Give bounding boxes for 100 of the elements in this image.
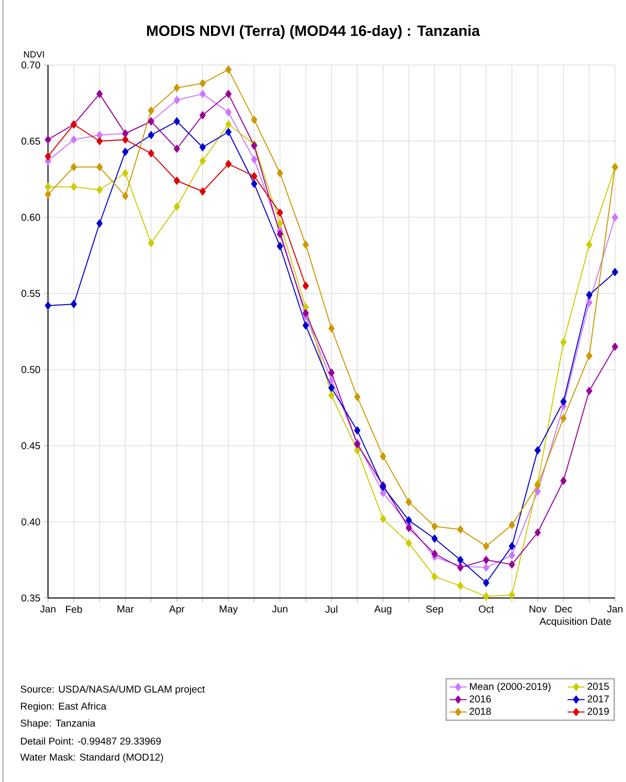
point (328, 384, 335, 392)
point (200, 90, 206, 98)
text: Region: East Africa (21, 702, 106, 712)
point (534, 487, 541, 496)
point (508, 551, 516, 560)
point (406, 539, 412, 548)
point (431, 572, 438, 581)
point (560, 414, 567, 422)
point (174, 84, 180, 92)
point (96, 186, 103, 194)
point (251, 172, 258, 180)
source-note: Source: USDA/NASA/UMD GLAM project (20, 685, 205, 695)
point (44, 190, 52, 198)
point (174, 202, 180, 211)
point (431, 550, 438, 558)
legend-label: 2019 (588, 708, 609, 715)
point (302, 309, 309, 318)
point (560, 476, 567, 485)
point (96, 219, 103, 228)
point (406, 524, 412, 532)
point (148, 239, 154, 248)
point (586, 240, 592, 249)
point (200, 143, 206, 152)
point (122, 136, 128, 144)
point (586, 290, 592, 299)
point (508, 520, 516, 529)
point (483, 578, 490, 587)
point (534, 446, 541, 454)
x-tick-label: Jun (272, 606, 288, 612)
y-tick-label: 0.50 (21, 366, 40, 374)
x-tick-label: Mar (118, 606, 134, 612)
x-tick-label: Jul (325, 606, 338, 613)
point (457, 525, 464, 534)
legend-label: 2017 (588, 695, 609, 702)
point (200, 187, 206, 196)
y-axis-title: NDVI (24, 51, 44, 58)
point (586, 386, 592, 395)
legend-label: 2016 (470, 695, 491, 702)
point (302, 282, 309, 290)
legend-label: 2015 (588, 682, 609, 690)
point (122, 169, 128, 178)
point (276, 230, 284, 238)
point (406, 516, 412, 524)
point (44, 136, 52, 144)
point (96, 90, 103, 98)
point (560, 398, 567, 406)
chart-title: MODIS NDVI (Terra) (MOD44 16-day) : Tanzania (147, 25, 480, 39)
point (225, 160, 232, 168)
point (354, 426, 360, 434)
point (276, 169, 284, 178)
point (44, 302, 52, 310)
x-tick-label: Dec (555, 606, 572, 612)
x-axis-title: Acquisition Date (540, 618, 612, 627)
point (328, 324, 335, 332)
point (380, 452, 386, 460)
y-tick-label: 0.40 (21, 518, 40, 526)
x-tick-label: Oct (478, 606, 494, 613)
point (251, 155, 258, 164)
point (457, 556, 464, 564)
y-tick-label: 0.70 (21, 61, 40, 69)
point (354, 392, 360, 401)
point (148, 106, 154, 115)
point (612, 268, 618, 276)
point (225, 66, 232, 74)
point (612, 342, 618, 351)
point (70, 300, 77, 308)
point (483, 542, 490, 550)
x-tick-label: Jan (607, 606, 622, 612)
y-tick-label: 0.45 (21, 442, 40, 450)
point (225, 90, 232, 98)
point (174, 176, 180, 185)
point (44, 182, 52, 191)
point (276, 219, 284, 228)
legend-label: 2018 (470, 708, 491, 715)
point (251, 180, 258, 188)
point (380, 488, 386, 497)
x-tick-label: Feb (66, 606, 82, 613)
point (586, 352, 592, 360)
point (96, 137, 103, 146)
point (406, 498, 412, 506)
point (44, 152, 52, 160)
point (70, 136, 77, 144)
text: Water Mask: Standard (MOD12) (20, 753, 163, 763)
point (174, 117, 180, 126)
point (276, 242, 284, 250)
point (70, 182, 77, 191)
point (328, 391, 335, 400)
point (612, 213, 618, 222)
point (508, 560, 516, 568)
point (148, 149, 154, 158)
point (70, 163, 77, 172)
x-tick-label: Sep (426, 606, 444, 615)
point (174, 144, 180, 153)
point (225, 128, 232, 136)
x-tick-label: Apr (169, 606, 184, 614)
y-tick-label: 0.55 (21, 290, 40, 297)
legend-label: Mean (2000-2019) (470, 682, 550, 692)
point (200, 111, 206, 120)
point (225, 120, 232, 128)
point (354, 446, 360, 454)
